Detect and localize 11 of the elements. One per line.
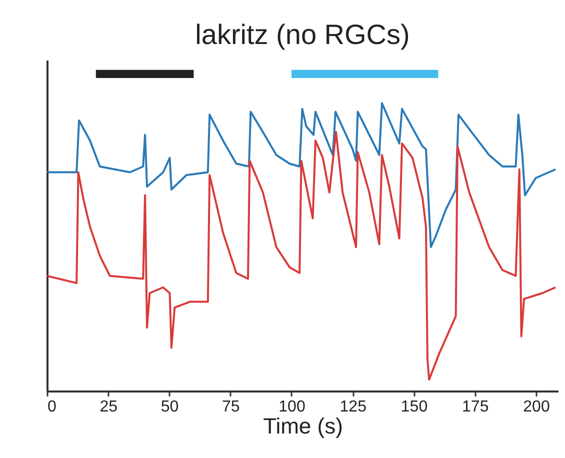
x-tick-label: 0 — [48, 398, 56, 416]
x-tick-label: 25 — [100, 398, 118, 416]
x-tick-label: 100 — [278, 398, 306, 416]
x-tick-label: 125 — [340, 398, 367, 416]
x-tick-label: 50 — [160, 398, 179, 416]
x-tick-label: 175 — [462, 398, 489, 416]
chart-title: lakritz (no RGCs) — [195, 19, 410, 50]
x-tick-label: 75 — [222, 398, 240, 416]
x-axis-title: Time (s) — [263, 414, 343, 438]
x-tick-label: 200 — [523, 398, 550, 416]
x-tick-label: 150 — [400, 398, 428, 416]
